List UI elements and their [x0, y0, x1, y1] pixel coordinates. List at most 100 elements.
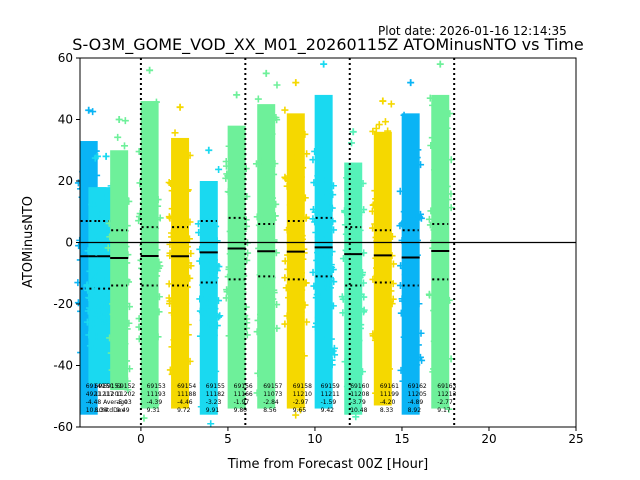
- data-point: [108, 366, 116, 374]
- data-point: [231, 180, 239, 188]
- data-point: [369, 332, 377, 340]
- data-point: [281, 274, 289, 282]
- data-point: [375, 322, 383, 330]
- data-point: [302, 279, 310, 287]
- data-point: [389, 260, 397, 268]
- data-point: [258, 228, 266, 236]
- data-point: [316, 212, 324, 220]
- data-point: [184, 264, 192, 272]
- stat-text: 69156: [234, 383, 253, 390]
- data-point: [412, 337, 420, 345]
- data-point: [282, 284, 290, 292]
- stat-text: 69161: [380, 383, 399, 390]
- data-point: [209, 243, 217, 251]
- data-point: [283, 312, 291, 320]
- data-point: [200, 204, 208, 212]
- data-point: [283, 182, 291, 190]
- stat-text: -3.79: [350, 399, 366, 406]
- data-point: [445, 405, 453, 413]
- data-point: [320, 176, 328, 184]
- data-point: [317, 345, 325, 353]
- data-point: [330, 226, 338, 234]
- stat-text: -2.84: [263, 399, 279, 406]
- data-point: [84, 247, 92, 255]
- data-point: [93, 171, 101, 179]
- plot-date: Plot date: 2026-01-16 12:14:35: [378, 24, 567, 38]
- data-point: [81, 269, 89, 277]
- data-point: [270, 170, 278, 178]
- data-point: [269, 295, 277, 303]
- data-point: [126, 365, 134, 373]
- data-point: [410, 309, 418, 317]
- data-point: [196, 332, 204, 340]
- data-point: [325, 251, 333, 259]
- data-point: [312, 319, 320, 327]
- data-point: [270, 289, 278, 297]
- data-point: [441, 324, 449, 332]
- data-point: [184, 321, 192, 329]
- data-point: [329, 182, 337, 190]
- data-point: [230, 309, 238, 317]
- data-point: [371, 187, 379, 195]
- data-point: [152, 98, 160, 106]
- data-point: [204, 298, 212, 306]
- data-point: [207, 321, 215, 329]
- data-point: [124, 386, 132, 394]
- data-point: [260, 164, 268, 172]
- data-point: [381, 118, 389, 126]
- stat-text: 9.72: [177, 407, 191, 414]
- stat-text: 11217: [94, 391, 113, 398]
- data-point: [182, 299, 190, 307]
- data-point: [356, 305, 364, 313]
- data-point: [173, 320, 181, 328]
- data-point: [212, 367, 220, 375]
- data-point: [112, 337, 120, 345]
- bin-group-69160: [338, 128, 368, 421]
- data-point: [435, 290, 443, 298]
- data-point: [444, 196, 452, 204]
- data-point: [262, 138, 270, 146]
- data-point: [329, 302, 337, 310]
- data-point: [207, 372, 215, 380]
- data-point: [168, 229, 176, 237]
- data-point: [443, 124, 451, 132]
- data-point: [144, 151, 152, 159]
- stat-text: 69153: [147, 383, 166, 390]
- data-point: [321, 264, 329, 272]
- stat-text: -4.20: [380, 399, 396, 406]
- data-point: [434, 281, 442, 289]
- data-point: [121, 195, 129, 203]
- data-point: [121, 340, 129, 348]
- data-point: [417, 161, 425, 169]
- data-point: [213, 261, 221, 269]
- data-point: [91, 227, 99, 235]
- data-point: [116, 259, 124, 267]
- data-point: [124, 377, 132, 385]
- data-point: [345, 283, 353, 291]
- data-point: [331, 351, 339, 359]
- data-point: [89, 320, 97, 328]
- data-point: [243, 192, 251, 200]
- data-point: [177, 215, 185, 223]
- x-tick-label: 25: [568, 432, 583, 446]
- data-point: [232, 269, 240, 277]
- data-layer: [74, 60, 455, 428]
- data-point: [432, 269, 440, 277]
- data-point: [374, 191, 382, 199]
- data-point: [238, 300, 246, 308]
- data-point: [294, 325, 302, 333]
- y-tick-label: 60: [58, 51, 73, 65]
- data-point: [92, 311, 100, 319]
- data-point: [144, 367, 152, 375]
- data-point: [107, 349, 115, 357]
- data-point: [436, 205, 444, 213]
- data-point: [152, 224, 160, 232]
- data-point: [301, 301, 309, 309]
- data-point: [267, 223, 275, 231]
- data-point: [96, 345, 104, 353]
- stat-text: 69150: [94, 383, 113, 390]
- data-point: [239, 217, 247, 225]
- data-point: [92, 285, 100, 293]
- data-point: [284, 177, 292, 185]
